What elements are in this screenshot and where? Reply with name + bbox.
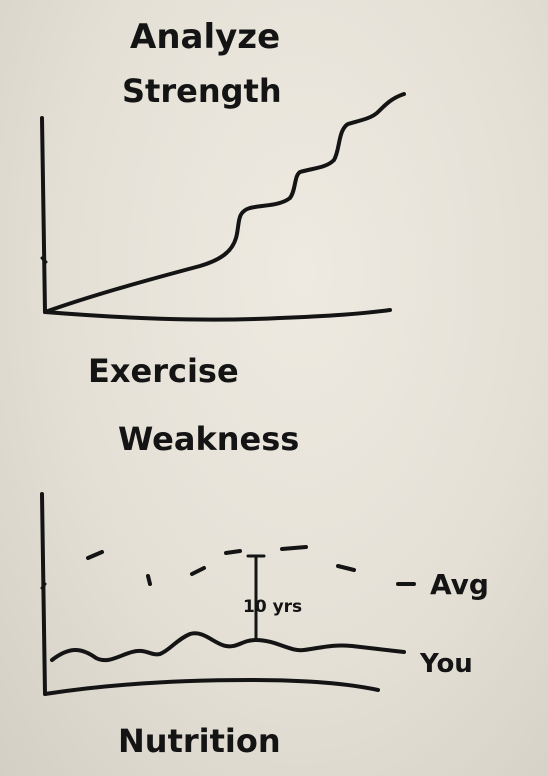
title-analyze: Analyze bbox=[130, 17, 280, 57]
top-y-axis-tick bbox=[40, 256, 48, 264]
avg-label: Avg bbox=[430, 568, 489, 601]
bottom-y-axis-tick bbox=[40, 582, 47, 590]
top-y-axis bbox=[40, 116, 47, 314]
you-label: You bbox=[419, 649, 473, 679]
top-xlabel-exercise: Exercise bbox=[88, 352, 239, 390]
bottom-xlabel-nutrition: Nutrition bbox=[118, 722, 281, 760]
avg-dashed-line bbox=[86, 545, 416, 586]
title-weakness: Weakness bbox=[118, 420, 299, 458]
title-strength: Strength bbox=[122, 72, 282, 110]
gap-bracket bbox=[246, 554, 266, 642]
bottom-y-axis bbox=[40, 492, 47, 696]
bottom-x-axis bbox=[43, 678, 380, 696]
top-x-axis bbox=[43, 308, 392, 322]
gap-label: 10 yrs bbox=[243, 597, 302, 617]
strength-curve bbox=[43, 92, 406, 314]
you-curve bbox=[50, 631, 406, 663]
